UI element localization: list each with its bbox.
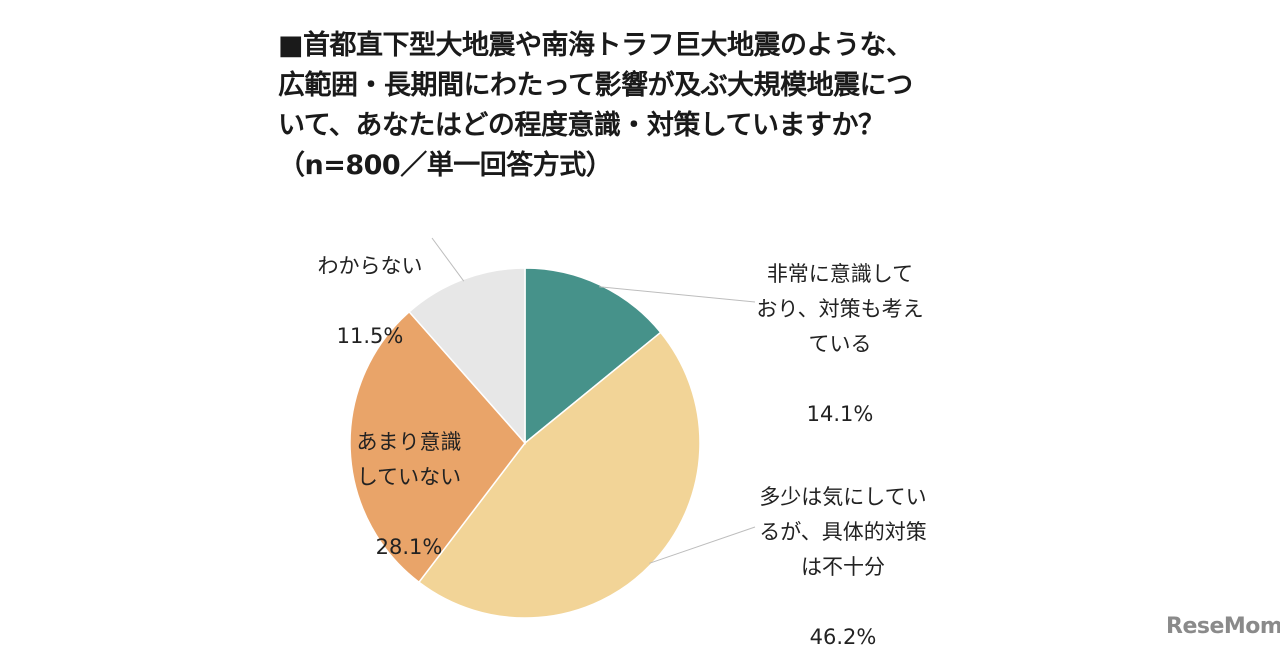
- slice-somewhat-aware: [417, 331, 701, 619]
- resemom-logo: ReseMom: [1166, 614, 1280, 639]
- label-somewhat-aware-value: 46.2%: [809, 625, 877, 649]
- label-high-awareness-value: 14.1%: [806, 402, 874, 426]
- leader-line-high-awareness: [599, 286, 756, 303]
- label-dont-know: わからない 11.5%: [300, 214, 440, 354]
- slice-dont-know: [408, 267, 526, 445]
- chart-title: ■首都直下型大地震や南海トラフ巨大地震のような、 広範囲・長期間にわたって影響が…: [278, 30, 913, 181]
- label-not-aware-text: あまり意識 していない: [356, 430, 462, 489]
- label-high-awareness-text: 非常に意識して おり、対策も考え ている: [756, 262, 924, 356]
- leader-line-dont-know: [431, 237, 465, 282]
- slice-not-aware: [349, 310, 526, 584]
- slice-high-awareness: [524, 267, 662, 445]
- label-high-awareness: 非常に意識して おり、対策も考え ている 14.1%: [740, 222, 940, 432]
- label-not-aware: あまり意識 していない 28.1%: [344, 390, 474, 565]
- label-somewhat-aware: 多少は気にしてい るが、具体的対策 は不十分 46.2%: [738, 445, 948, 655]
- label-not-aware-value: 28.1%: [375, 535, 443, 559]
- label-dont-know-text: わからない: [317, 254, 423, 278]
- leader-line-somewhat-aware: [649, 526, 756, 564]
- label-somewhat-aware-text: 多少は気にしてい るが、具体的対策 は不十分: [759, 485, 927, 579]
- label-dont-know-value: 11.5%: [336, 324, 404, 348]
